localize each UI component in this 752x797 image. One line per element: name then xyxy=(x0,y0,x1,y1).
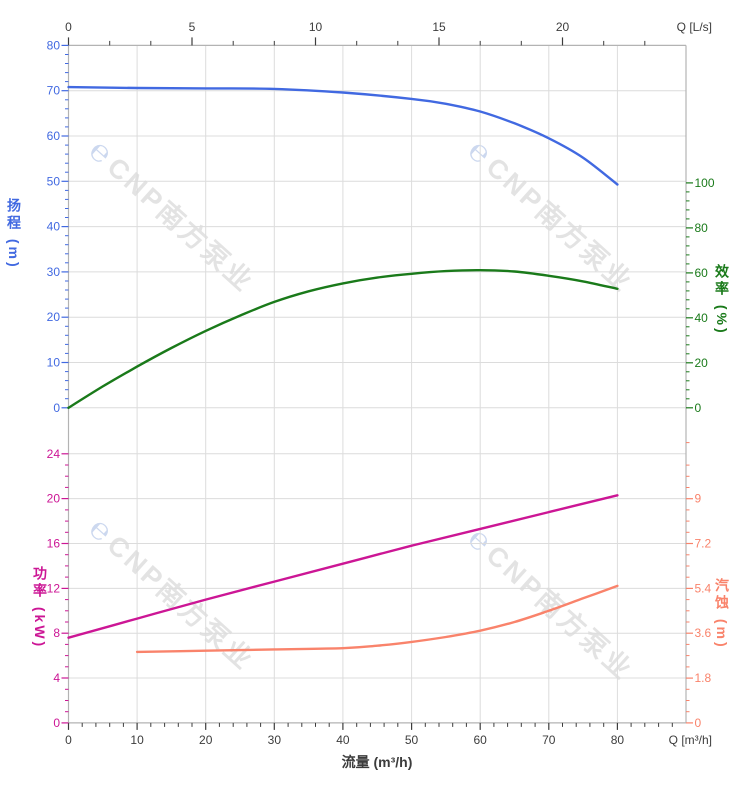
svg-text:80: 80 xyxy=(695,221,709,235)
efficiency-axis-title: 效率 (%) xyxy=(714,264,730,336)
power-y-axis: 0 4 8 12 16 20 24 xyxy=(47,447,69,730)
power-axis-title: 功率 (kW) xyxy=(32,566,48,650)
svg-text:Q [L/s]: Q [L/s] xyxy=(677,20,712,34)
svg-text:20: 20 xyxy=(695,356,709,370)
svg-text:0: 0 xyxy=(695,716,702,730)
svg-text:50: 50 xyxy=(405,733,419,747)
flow-axis-title: 流量 (m³/h) xyxy=(342,754,413,770)
svg-text:20: 20 xyxy=(199,733,213,747)
svg-text:9: 9 xyxy=(695,492,702,506)
svg-text:100: 100 xyxy=(695,176,715,190)
svg-text:12: 12 xyxy=(47,581,61,595)
svg-text:20: 20 xyxy=(47,492,61,506)
bottom-x-axis: 0 10 20 30 40 50 60 70 80 Q [m³/h] 流量 (m³/h) xyxy=(65,722,712,770)
head-axis-title: 扬程 (m) xyxy=(6,198,22,270)
svg-text:15: 15 xyxy=(432,20,446,34)
svg-text:10: 10 xyxy=(47,356,61,370)
svg-text:3.6: 3.6 xyxy=(695,626,712,640)
svg-text:10: 10 xyxy=(309,20,323,34)
svg-text:60: 60 xyxy=(695,266,709,280)
svg-text:0: 0 xyxy=(65,20,72,34)
svg-text:8: 8 xyxy=(53,626,60,640)
head-curve xyxy=(67,85,619,186)
top-x-axis: 0 5 10 15 20 Q [L/s] xyxy=(65,20,712,46)
svg-text:40: 40 xyxy=(695,311,709,325)
npsh-curve xyxy=(135,584,619,654)
svg-text:20: 20 xyxy=(556,20,570,34)
gridlines xyxy=(68,45,686,723)
svg-text:Q [m³/h]: Q [m³/h] xyxy=(669,733,712,747)
efficiency-y-axis: 0 20 40 60 80 100 xyxy=(686,176,715,415)
svg-text:10: 10 xyxy=(130,733,144,747)
svg-text:0: 0 xyxy=(65,733,72,747)
svg-text:0: 0 xyxy=(53,401,60,415)
svg-text:16: 16 xyxy=(47,537,61,551)
svg-text:30: 30 xyxy=(268,733,282,747)
svg-text:70: 70 xyxy=(542,733,556,747)
svg-text:80: 80 xyxy=(47,38,61,52)
npsh-axis-title: 汽蚀 (m) xyxy=(714,578,730,650)
svg-text:30: 30 xyxy=(47,265,61,279)
svg-text:50: 50 xyxy=(47,174,61,188)
plot-frame xyxy=(67,44,687,724)
svg-text:0: 0 xyxy=(695,401,702,415)
svg-text:40: 40 xyxy=(336,733,350,747)
svg-text:60: 60 xyxy=(473,733,487,747)
svg-text:20: 20 xyxy=(47,310,61,324)
svg-text:4: 4 xyxy=(53,671,60,685)
svg-text:70: 70 xyxy=(47,84,61,98)
npsh-y-axis: 0 1.8 3.6 5.4 7.2 9 xyxy=(686,442,712,730)
power-curve xyxy=(67,494,619,639)
svg-text:0: 0 xyxy=(53,716,60,730)
svg-text:7.2: 7.2 xyxy=(695,537,712,551)
svg-text:5.4: 5.4 xyxy=(695,581,712,595)
svg-text:24: 24 xyxy=(47,447,61,461)
svg-text:60: 60 xyxy=(47,129,61,143)
svg-text:1.8: 1.8 xyxy=(695,671,712,685)
svg-text:80: 80 xyxy=(611,733,625,747)
svg-text:5: 5 xyxy=(189,20,196,34)
svg-text:40: 40 xyxy=(47,220,61,234)
efficiency-curve xyxy=(67,268,619,409)
curves xyxy=(67,85,619,654)
head-y-axis: 0 10 20 30 40 50 60 70 80 xyxy=(47,38,69,415)
